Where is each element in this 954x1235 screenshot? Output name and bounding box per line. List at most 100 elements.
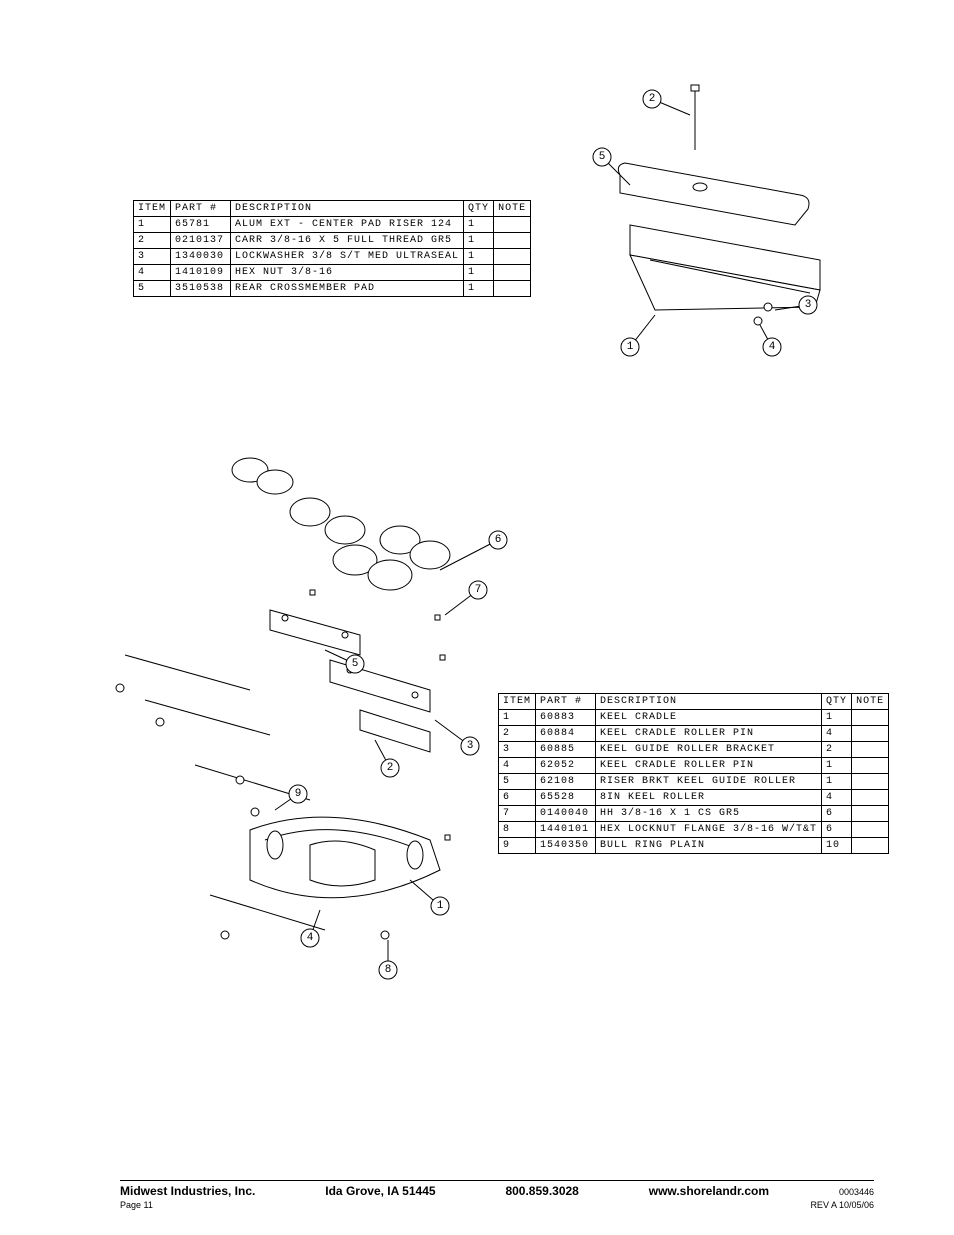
table-cell: 60885 bbox=[536, 742, 596, 758]
table-row: 562108RISER BRKT KEEL GUIDE ROLLER1 bbox=[499, 774, 889, 790]
table-cell: 62052 bbox=[536, 758, 596, 774]
table-row: 160883KEEL CRADLE1 bbox=[499, 710, 889, 726]
table-cell: 1 bbox=[464, 249, 494, 265]
table-row: 6655288IN KEEL ROLLER4 bbox=[499, 790, 889, 806]
table-header: NOTE bbox=[852, 694, 889, 710]
table-cell bbox=[852, 774, 889, 790]
table-cell: 1340030 bbox=[171, 249, 231, 265]
table-header: ITEM bbox=[134, 201, 171, 217]
table-row: 260884KEEL CRADLE ROLLER PIN4 bbox=[499, 726, 889, 742]
table-header: QTY bbox=[822, 694, 852, 710]
table-cell bbox=[494, 233, 531, 249]
table-cell: HEX NUT 3/8-16 bbox=[231, 265, 464, 281]
table-cell: 60884 bbox=[536, 726, 596, 742]
table-cell: KEEL CRADLE ROLLER PIN bbox=[596, 758, 822, 774]
footer-page: Page 11 bbox=[120, 1200, 153, 1210]
table-cell: 60883 bbox=[536, 710, 596, 726]
table-cell bbox=[852, 790, 889, 806]
table-cell bbox=[852, 758, 889, 774]
footer-sub: Page 11 REV A 10/05/06 bbox=[120, 1200, 874, 1210]
footer-docnum: 0003446 bbox=[839, 1187, 874, 1197]
table-cell bbox=[852, 838, 889, 854]
table-cell: 1 bbox=[464, 217, 494, 233]
footer-company: Midwest Industries, Inc. bbox=[120, 1184, 255, 1198]
table-header: QTY bbox=[464, 201, 494, 217]
callout-number: 7 bbox=[475, 584, 482, 596]
table-cell: 1540350 bbox=[536, 838, 596, 854]
callout-number: 2 bbox=[387, 762, 394, 774]
table-cell: 0210137 bbox=[171, 233, 231, 249]
table-cell: 4 bbox=[134, 265, 171, 281]
table-cell: 1 bbox=[464, 265, 494, 281]
table-cell bbox=[494, 281, 531, 297]
table-cell: BULL RING PLAIN bbox=[596, 838, 822, 854]
table-cell bbox=[852, 742, 889, 758]
table-header: DESCRIPTION bbox=[596, 694, 822, 710]
table-cell bbox=[494, 217, 531, 233]
table-cell: 4 bbox=[822, 790, 852, 806]
table-cell: KEEL GUIDE ROLLER BRACKET bbox=[596, 742, 822, 758]
table-cell bbox=[852, 726, 889, 742]
table-cell: 8IN KEEL ROLLER bbox=[596, 790, 822, 806]
table-cell: KEEL CRADLE ROLLER PIN bbox=[596, 726, 822, 742]
table-cell: 1 bbox=[134, 217, 171, 233]
table-cell: 1410109 bbox=[171, 265, 231, 281]
footer-phone: 800.859.3028 bbox=[505, 1184, 578, 1198]
table-row: 31340030LOCKWASHER 3/8 S/T MED ULTRASEAL… bbox=[134, 249, 531, 265]
callout-number: 3 bbox=[805, 299, 812, 311]
table-cell bbox=[852, 710, 889, 726]
table-cell: REAR CROSSMEMBER PAD bbox=[231, 281, 464, 297]
table-cell bbox=[494, 265, 531, 281]
table-cell: HEX LOCKNUT FLANGE 3/8-16 W/T&T bbox=[596, 822, 822, 838]
table-cell: 5 bbox=[134, 281, 171, 297]
parts-table-2: ITEMPART #DESCRIPTIONQTYNOTE160883KEEL C… bbox=[498, 693, 889, 854]
table-cell: 10 bbox=[822, 838, 852, 854]
table-cell: RISER BRKT KEEL GUIDE ROLLER bbox=[596, 774, 822, 790]
footer-city: Ida Grove, IA 51445 bbox=[325, 1184, 435, 1198]
table-header: PART # bbox=[536, 694, 596, 710]
callout-number: 8 bbox=[385, 964, 392, 976]
callout-number: 6 bbox=[495, 534, 502, 546]
table-cell: 0140040 bbox=[536, 806, 596, 822]
table-header: PART # bbox=[171, 201, 231, 217]
footer-rule bbox=[120, 1180, 874, 1181]
callout-number: 1 bbox=[437, 900, 444, 912]
table-row: 81440101HEX LOCKNUT FLANGE 3/8-16 W/T&T6 bbox=[499, 822, 889, 838]
footer-rev: REV A 10/05/06 bbox=[810, 1200, 874, 1210]
table-cell: LOCKWASHER 3/8 S/T MED ULTRASEAL bbox=[231, 249, 464, 265]
footer: Midwest Industries, Inc. Ida Grove, IA 5… bbox=[120, 1184, 874, 1198]
callout-number: 9 bbox=[295, 788, 302, 800]
table-cell bbox=[494, 249, 531, 265]
table-row: 41410109HEX NUT 3/8-161 bbox=[134, 265, 531, 281]
table-cell: 2 bbox=[822, 742, 852, 758]
table-cell: ALUM EXT - CENTER PAD RISER 124 bbox=[231, 217, 464, 233]
table-cell: 1 bbox=[822, 710, 852, 726]
callout-number: 5 bbox=[352, 658, 359, 670]
table-row: 462052KEEL CRADLE ROLLER PIN1 bbox=[499, 758, 889, 774]
diagram-center-pad-riser: 25341 bbox=[570, 75, 870, 375]
table-header: NOTE bbox=[494, 201, 531, 217]
table-header: DESCRIPTION bbox=[231, 201, 464, 217]
table-row: 20210137CARR 3/8-16 X 5 FULL THREAD GR51 bbox=[134, 233, 531, 249]
footer-url: www.shorelandr.com bbox=[649, 1184, 769, 1198]
table-cell: HH 3/8-16 X 1 CS GR5 bbox=[596, 806, 822, 822]
callout-number: 1 bbox=[627, 341, 634, 353]
callout-number: 4 bbox=[769, 341, 776, 353]
page: ITEMPART #DESCRIPTIONQTYNOTE165781ALUM E… bbox=[0, 0, 954, 1235]
table-cell: 3 bbox=[134, 249, 171, 265]
callout-number: 4 bbox=[307, 932, 314, 944]
parts-table-1: ITEMPART #DESCRIPTIONQTYNOTE165781ALUM E… bbox=[133, 200, 531, 297]
table-cell bbox=[852, 806, 889, 822]
table-cell: 65781 bbox=[171, 217, 231, 233]
table-cell: 1 bbox=[822, 758, 852, 774]
table-cell: 4 bbox=[822, 726, 852, 742]
table-cell: 3510538 bbox=[171, 281, 231, 297]
table-cell: 65528 bbox=[536, 790, 596, 806]
table-cell bbox=[852, 822, 889, 838]
table-cell: 6 bbox=[822, 806, 852, 822]
table-cell: KEEL CRADLE bbox=[596, 710, 822, 726]
table-row: 360885KEEL GUIDE ROLLER BRACKET2 bbox=[499, 742, 889, 758]
table-cell: CARR 3/8-16 X 5 FULL THREAD GR5 bbox=[231, 233, 464, 249]
table-row: 70140040HH 3/8-16 X 1 CS GR56 bbox=[499, 806, 889, 822]
table-cell: 1440101 bbox=[536, 822, 596, 838]
